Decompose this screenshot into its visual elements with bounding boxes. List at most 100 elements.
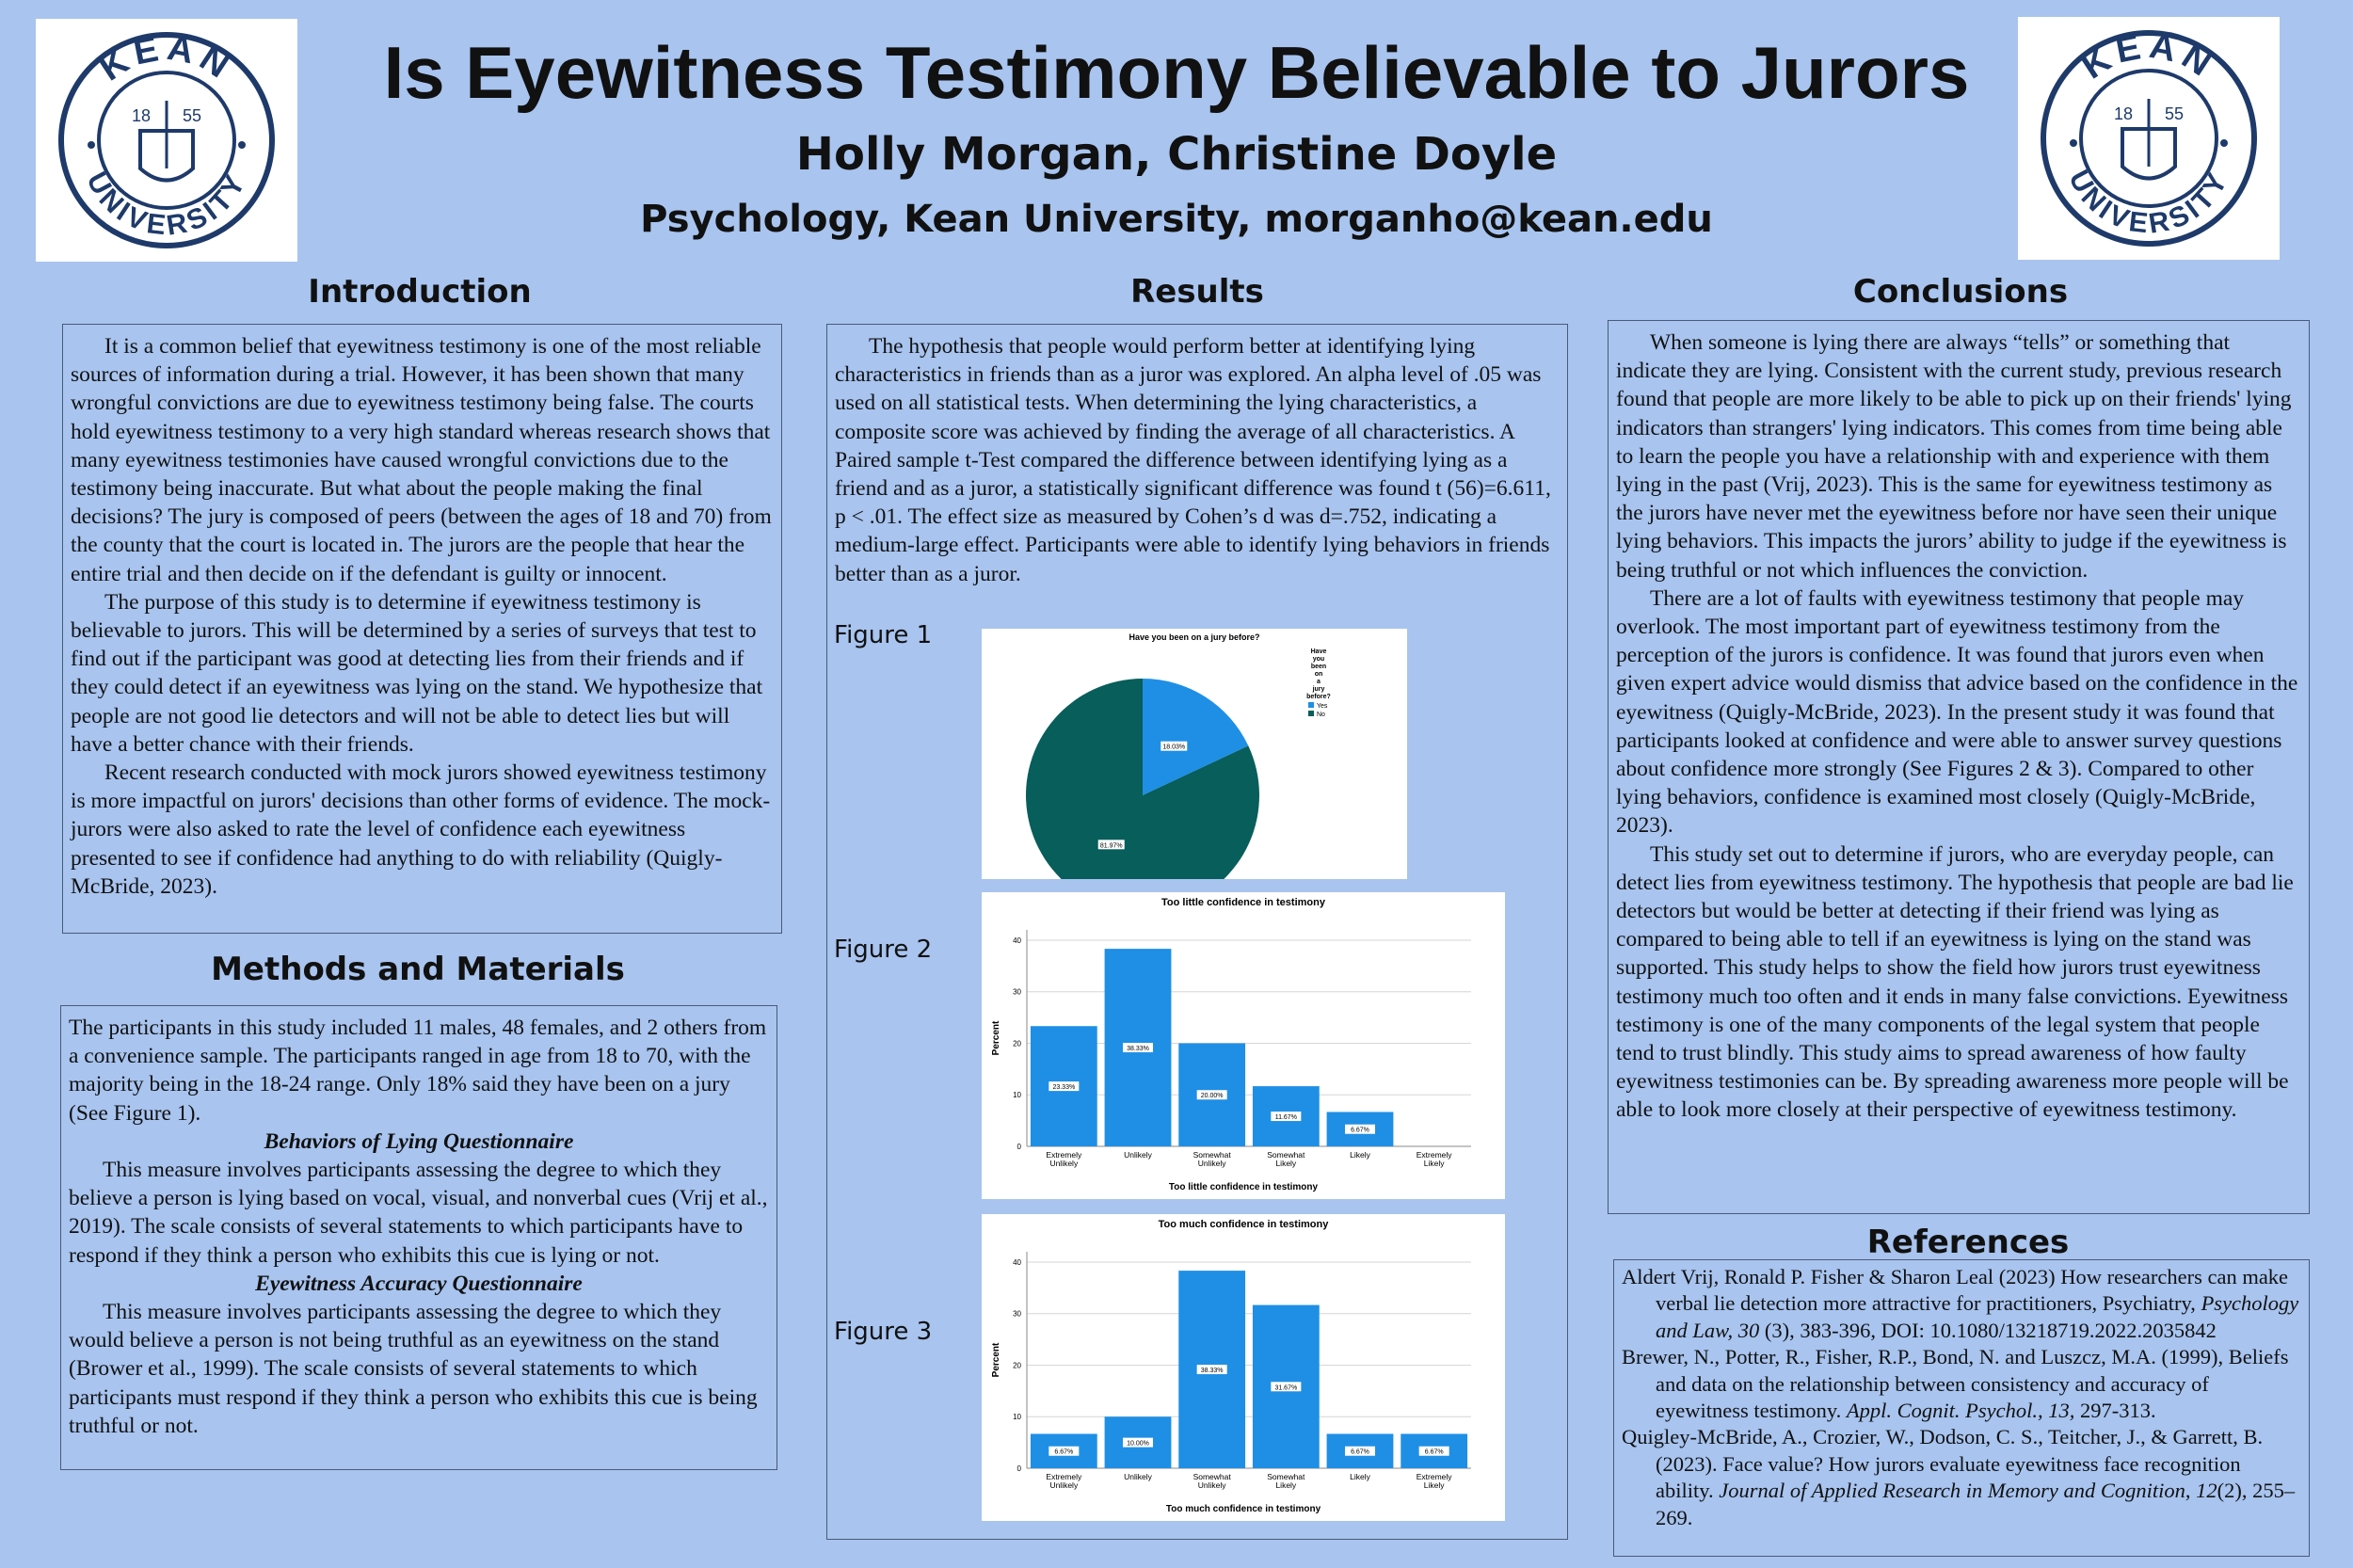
poster-affiliation: Psychology, Kean University, morganho@ke… [640,198,1713,241]
x-tick-label: Unlikely [1049,1159,1079,1168]
pie-chart: Have you been on a jury before? 18.03% 81.… [1026,632,1331,912]
results-paragraph: The hypothesis that people would perform… [835,334,1551,586]
conclusion-paragraph: There are a lot of faults with eyewitnes… [1616,585,2298,839]
reference-entry: Aldert Vrij, Ronald P. Fisher & Sharon L… [1622,1265,2299,1342]
bar-label-bg [1418,1446,1449,1456]
bar-label-bg [1345,1446,1375,1456]
x-axis-label: Too much confidence in testimony [1166,1504,1321,1514]
legend-swatch [1308,702,1314,708]
svg-text:18: 18 [132,106,151,125]
y-axis-label: Percent [991,1020,1001,1055]
poster-title: Is Eyewitness Testimony Believable to Ju… [383,31,1970,114]
y-tick-label: 10 [1013,1091,1021,1099]
bar-data-label: 6.67% [1351,1128,1369,1134]
methods-intro: The participants in this study included … [69,1016,767,1126]
legend-item: No [1317,712,1325,718]
legend-title-word: on [1315,671,1323,678]
results-box: The hypothesis that people would perform… [826,324,1568,1540]
figure-3-panel: Too much confidence in testimony 0 10 20 30 4… [982,1214,1505,1521]
x-tick-label: Somewhat [1193,1472,1232,1481]
x-tick-label: Somewhat [1267,1150,1305,1160]
kean-logo-left: KEAN UNIVERSITY 18 55 [36,19,297,262]
bar-data-label: 6.67% [1351,1449,1369,1456]
x-tick-label: Extremely [1417,1150,1453,1160]
bar-label-bg [1271,1112,1302,1122]
y-tick-label: 0 [1017,1464,1022,1473]
reference-entry: Brewer, N., Potter, R., Fisher, R.P., Bo… [1622,1345,2289,1423]
x-tick-label: Likely [1424,1159,1445,1168]
chart-title: Have you been on a jury before? [1128,632,1259,642]
intro-paragraph: The purpose of this study is to determin… [71,589,763,757]
legend-title-word: been [1311,664,1326,670]
bar-data-label: 31.67% [1274,1384,1297,1391]
y-tick-label: 40 [1013,936,1021,945]
conclusion-paragraph: This study set out to determine if juror… [1616,841,2294,1123]
bar-label-bg [1048,1446,1080,1456]
bar-data-label: 10.00% [1127,1441,1149,1448]
y-tick-label: 0 [1017,1143,1022,1151]
pie-slice-no [1026,679,1259,912]
x-tick-label: Likely [1275,1159,1296,1168]
bar-data-label: 6.67% [1054,1449,1073,1456]
eyewitness-questionnaire-text: This measure involves participants asses… [69,1300,758,1438]
legend-item: Yes [1317,703,1328,710]
bar-label-bg [1196,1090,1227,1100]
x-tick-label: Somewhat [1193,1150,1232,1160]
pie-label-bg [1160,741,1188,751]
x-axis-label: Too little confidence in testimony [1169,1182,1319,1192]
legend-title-word: a [1317,679,1321,685]
conclusions-heading: Conclusions [1852,273,2069,311]
kean-logo-right: KEAN UNIVERSITY 18 55 [2018,17,2280,260]
intro-paragraph: Recent research conducted with mock juro… [71,760,771,899]
legend-title-word: Have [1311,648,1327,655]
lying-questionnaire-text: This measure involves participants asses… [69,1158,768,1268]
legend-title-word: before? [1306,694,1331,700]
x-tick-label: Unlikely [1198,1159,1227,1168]
y-tick-label: 10 [1013,1413,1021,1421]
svg-text:18: 18 [2114,104,2133,123]
svg-text:55: 55 [183,106,201,125]
methods-box: The participants in this study included … [60,1005,777,1470]
bar-chart-too-much: Too much confidence in testimony 0 10 20 30 4… [991,1219,1471,1514]
y-tick-label: 40 [1013,1258,1021,1267]
university-seal-icon: KEAN UNIVERSITY 18 55 [58,28,275,248]
bar-chart-too-little: Too little confidence in testimony 0 10 20 3… [991,897,1471,1192]
pie-slice-yes [1143,679,1249,795]
eyewitness-questionnaire-heading: Eyewitness Accuracy Questionnaire [255,1271,583,1296]
poster-authors: Holly Morgan, Christine Doyle [795,128,1558,181]
bar-data-label: 6.67% [1425,1449,1444,1456]
x-tick-label: Unlikely [1124,1472,1153,1481]
results-heading: Results [1130,273,1264,311]
bar-data-label: 38.33% [1201,1368,1224,1374]
y-tick-label: 20 [1013,1361,1021,1369]
pie-label-bg [1097,840,1125,850]
svg-text:55: 55 [2165,104,2184,123]
chart-title: Too much confidence in testimony [1159,1219,1330,1230]
x-tick-label: Unlikely [1198,1480,1227,1490]
x-tick-label: Extremely [1046,1472,1082,1481]
pie-data-label: 18.03% [1162,744,1185,751]
figure-2-panel: Too little confidence in testimony 0 10 20 3… [982,892,1505,1199]
x-tick-label: Unlikely [1049,1480,1079,1490]
bar-data-label: 20.00% [1201,1093,1224,1099]
references-heading: References [1866,1224,2070,1261]
bar-label-bg [1123,1437,1153,1448]
figure-1-panel: Have you been on a jury before? 18.03% 81.… [982,629,1407,912]
y-axis-label: Percent [991,1342,1001,1377]
introduction-box: It is a common belief that eyewitness te… [62,324,782,934]
introduction-heading: Introduction [308,273,532,311]
lying-questionnaire-heading: Behaviors of Lying Questionnaire [264,1128,574,1154]
bar-label-bg [1123,1043,1153,1053]
conclusions-box: When someone is lying there are always “… [1608,320,2310,1214]
intro-paragraph: It is a common belief that eyewitness te… [71,334,772,586]
bar-label-bg [1271,1382,1302,1392]
chart-title: Too little confidence in testimony [1161,897,1326,908]
figure-2-label: Figure 2 [834,936,933,964]
x-tick-label: Likely [1350,1472,1370,1481]
bar-data-label: 11.67% [1275,1114,1297,1121]
references-box: Aldert Vrij, Ronald P. Fisher & Sharon L… [1613,1259,2310,1557]
x-tick-label: Somewhat [1267,1472,1305,1481]
bar-data-label: 23.33% [1052,1084,1075,1091]
x-tick-label: Extremely [1417,1472,1453,1481]
conclusion-paragraph: When someone is lying there are always “… [1616,330,2292,583]
